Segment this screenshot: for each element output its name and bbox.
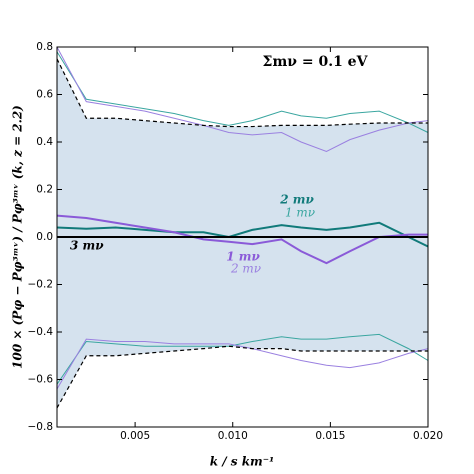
annotation: 1 mν xyxy=(285,206,315,220)
y-tick-label: −0.8 xyxy=(28,421,54,433)
y-tick-label: −0.2 xyxy=(28,279,54,291)
x-tick-label: 0.020 xyxy=(413,430,443,442)
x-tick-label: 0.005 xyxy=(120,430,150,442)
series-line xyxy=(56,214,428,265)
chart-title: Σmν = 0.1 eV xyxy=(263,54,369,70)
y-axis-label: 100 × (Pφ − Pφ³ᵐᵛ) / Pφ³ᵐᵛ (k, z = 2.2) xyxy=(11,105,25,369)
y-tick-label: −0.4 xyxy=(28,326,54,338)
x-tick-label: 0.010 xyxy=(218,430,248,442)
y-tick-label: 0.8 xyxy=(36,41,53,53)
annotation: 2 mν xyxy=(279,193,314,207)
x-axis-label: k / s km⁻¹ xyxy=(210,455,275,469)
series-line xyxy=(56,58,428,128)
y-tick-label: −0.6 xyxy=(28,374,54,386)
series-line xyxy=(56,333,429,385)
y-tick-label: 0.2 xyxy=(36,184,53,196)
annotation: 3 mν xyxy=(70,239,104,253)
annotation: 2 mν xyxy=(230,262,261,276)
series-line xyxy=(56,221,429,248)
series-line xyxy=(56,345,428,409)
y-tick-label: 0.0 xyxy=(36,231,53,243)
series-line xyxy=(56,51,429,133)
annotation: 1 mν xyxy=(226,250,260,264)
series-line xyxy=(56,46,429,153)
y-tick-label: 0.4 xyxy=(36,136,53,148)
x-tick-label: 0.015 xyxy=(315,430,345,442)
y-tick-label: 0.6 xyxy=(36,89,53,101)
